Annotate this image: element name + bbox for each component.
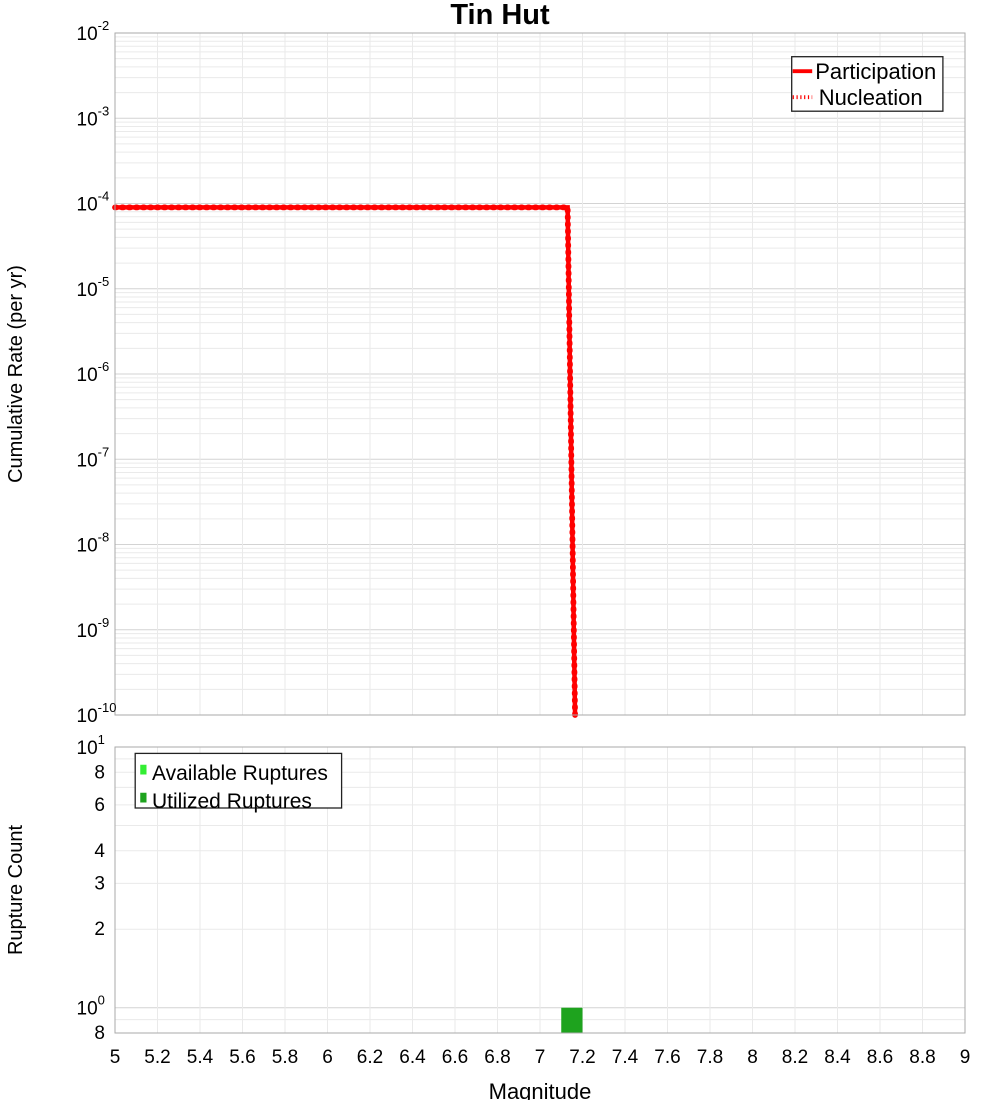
svg-text:5.8: 5.8 (272, 1047, 298, 1068)
svg-text:Rupture Count: Rupture Count (5, 825, 27, 956)
svg-text:8.2: 8.2 (782, 1047, 808, 1068)
svg-text:6: 6 (94, 795, 105, 816)
svg-text:6: 6 (322, 1047, 333, 1068)
svg-text:Available Ruptures: Available Ruptures (152, 762, 328, 785)
svg-text:Cumulative Rate (per yr): Cumulative Rate (per yr) (5, 265, 27, 483)
svg-text:Nucleation: Nucleation (819, 85, 923, 110)
svg-text:6.2: 6.2 (357, 1047, 383, 1068)
svg-text:8: 8 (94, 1023, 105, 1044)
svg-text:8: 8 (747, 1047, 758, 1068)
svg-text:7.6: 7.6 (654, 1047, 680, 1068)
svg-text:Tin Hut: Tin Hut (450, 0, 550, 31)
svg-text:5.4: 5.4 (187, 1047, 214, 1068)
svg-text:7: 7 (535, 1047, 546, 1068)
svg-text:6.6: 6.6 (442, 1047, 468, 1068)
svg-text:6.4: 6.4 (399, 1047, 426, 1068)
svg-text:5.6: 5.6 (229, 1047, 255, 1068)
svg-text:5.2: 5.2 (144, 1047, 170, 1068)
svg-text:3: 3 (94, 873, 105, 894)
svg-text:6.8: 6.8 (484, 1047, 510, 1068)
svg-text:8.8: 8.8 (909, 1047, 935, 1068)
svg-text:Utilized Ruptures: Utilized Ruptures (152, 790, 312, 813)
svg-text:Magnitude: Magnitude (489, 1079, 592, 1100)
svg-text:7.4: 7.4 (612, 1047, 639, 1068)
svg-text:4: 4 (94, 841, 105, 862)
svg-text:8: 8 (94, 762, 105, 783)
svg-text:2: 2 (94, 919, 105, 940)
svg-text:Participation: Participation (815, 59, 936, 84)
svg-text:8.6: 8.6 (867, 1047, 893, 1068)
svg-text:5: 5 (110, 1047, 121, 1068)
svg-text:7.2: 7.2 (569, 1047, 595, 1068)
svg-text:8.4: 8.4 (824, 1047, 851, 1068)
svg-text:9: 9 (960, 1047, 971, 1068)
svg-text:7.8: 7.8 (697, 1047, 723, 1068)
